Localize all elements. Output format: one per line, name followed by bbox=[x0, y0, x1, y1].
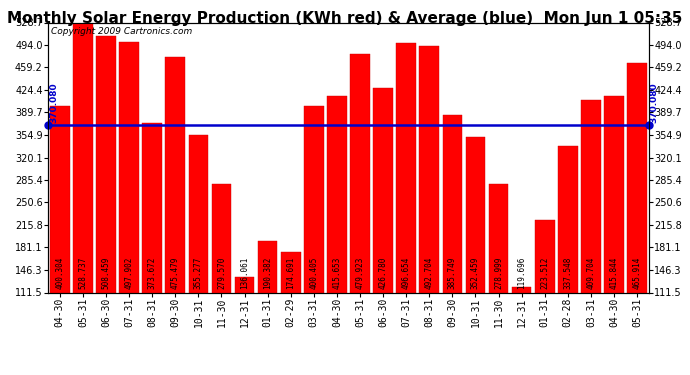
Text: 355.277: 355.277 bbox=[194, 257, 203, 289]
Bar bbox=[558, 146, 578, 292]
Text: 136.061: 136.061 bbox=[240, 257, 249, 289]
Bar bbox=[73, 22, 92, 292]
Text: 337.548: 337.548 bbox=[563, 257, 572, 289]
Text: 278.999: 278.999 bbox=[494, 257, 503, 289]
Text: 190.382: 190.382 bbox=[263, 257, 272, 289]
Text: 400.304: 400.304 bbox=[55, 257, 64, 289]
Bar bbox=[142, 123, 162, 292]
Text: 528.737: 528.737 bbox=[79, 257, 88, 289]
Bar bbox=[604, 96, 624, 292]
Text: Monthly Solar Energy Production (KWh red) & Average (blue)  Mon Jun 1 05:35: Monthly Solar Energy Production (KWh red… bbox=[8, 11, 682, 26]
Text: 479.923: 479.923 bbox=[355, 257, 364, 289]
Text: 426.780: 426.780 bbox=[379, 257, 388, 289]
Text: 508.459: 508.459 bbox=[101, 257, 110, 289]
Text: 352.459: 352.459 bbox=[471, 257, 480, 289]
Bar bbox=[351, 54, 370, 292]
Text: 373.672: 373.672 bbox=[148, 257, 157, 289]
Bar bbox=[512, 287, 531, 292]
Bar bbox=[119, 42, 139, 292]
Text: 370.080: 370.080 bbox=[50, 82, 59, 123]
Text: 492.704: 492.704 bbox=[425, 257, 434, 289]
Text: 223.512: 223.512 bbox=[540, 257, 549, 289]
Bar bbox=[50, 106, 70, 292]
Text: 465.914: 465.914 bbox=[633, 257, 642, 289]
Text: 496.654: 496.654 bbox=[402, 257, 411, 289]
Text: Copyright 2009 Cartronics.com: Copyright 2009 Cartronics.com bbox=[51, 27, 193, 36]
Bar bbox=[281, 252, 301, 292]
Text: 409.704: 409.704 bbox=[586, 257, 595, 289]
Bar bbox=[212, 184, 231, 292]
Text: 174.691: 174.691 bbox=[286, 257, 295, 289]
Bar bbox=[396, 43, 416, 292]
Bar bbox=[235, 277, 255, 292]
Bar bbox=[420, 46, 439, 292]
Text: 497.902: 497.902 bbox=[125, 257, 134, 289]
Text: 370.080: 370.080 bbox=[650, 82, 659, 123]
Bar bbox=[535, 220, 555, 292]
Bar bbox=[304, 105, 324, 292]
Bar bbox=[466, 136, 485, 292]
Bar bbox=[489, 184, 509, 292]
Text: 415.653: 415.653 bbox=[333, 257, 342, 289]
Text: 475.479: 475.479 bbox=[171, 257, 180, 289]
Text: 400.405: 400.405 bbox=[309, 257, 318, 289]
Bar bbox=[166, 57, 185, 292]
Text: 415.844: 415.844 bbox=[609, 257, 618, 289]
Bar bbox=[188, 135, 208, 292]
Bar bbox=[373, 88, 393, 292]
Bar bbox=[258, 242, 277, 292]
Bar bbox=[627, 63, 647, 292]
Text: 279.570: 279.570 bbox=[217, 257, 226, 289]
Bar bbox=[442, 115, 462, 292]
Bar bbox=[327, 96, 346, 292]
Bar bbox=[581, 99, 601, 292]
Text: 385.749: 385.749 bbox=[448, 257, 457, 289]
Bar bbox=[96, 36, 116, 292]
Text: 119.696: 119.696 bbox=[517, 257, 526, 289]
